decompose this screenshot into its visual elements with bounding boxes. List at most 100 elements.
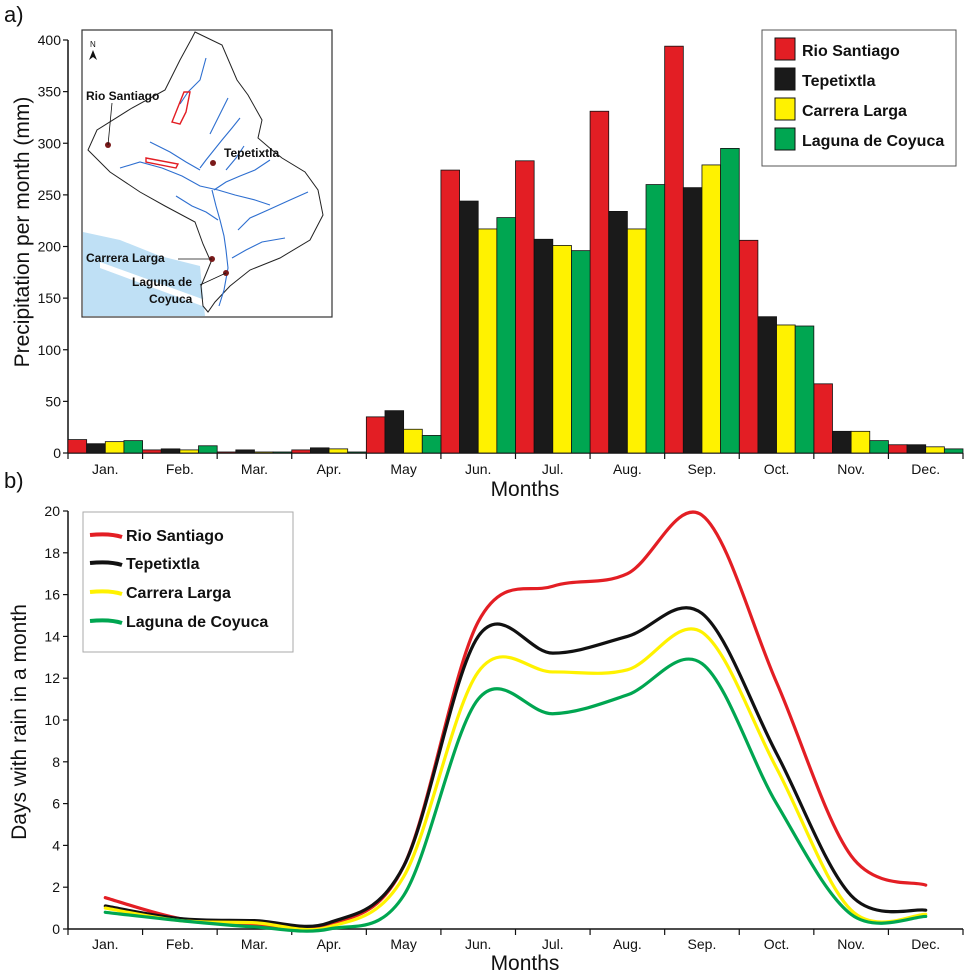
line-y-tick-label: 0 (52, 921, 60, 937)
bar-y-ticks: 0 50 100 150 200 250 300 350 400 (38, 32, 68, 461)
bar-y-tick-label: 250 (38, 187, 62, 203)
bar-laguna-de-coyuca-sep (720, 148, 740, 454)
line-laguna-de-coyuca (103, 657, 928, 933)
line-x-tick-label: Sep. (688, 936, 717, 952)
bar-carrera-larga-oct (776, 324, 796, 454)
bar-y-tick-label: 350 (38, 84, 62, 100)
bar-x-tick-label: Dec. (911, 461, 940, 477)
bar-y-tick-label: 50 (45, 393, 61, 409)
bar-tepetixtla-mar (235, 449, 255, 454)
legend-label-tepetixtla-b: Tepetixtla (126, 556, 200, 573)
line-carrera-larga (103, 627, 928, 932)
bar-tepetixtla-nov (832, 430, 852, 454)
map-label-rio-santiago: Rio Santiago (86, 89, 159, 103)
bar-carrera-larga-may (403, 428, 423, 454)
legend-swatch-tepetixtla (774, 67, 796, 91)
bar-laguna-de-coyuca-oct (794, 325, 815, 454)
bar-chart: 0 50 100 150 200 250 300 350 400 Jan. Feb. Mar. Apr… (11, 29, 964, 501)
bar-laguna-de-coyuca-apr (347, 451, 367, 454)
bar-carrera-larga-nov (850, 430, 871, 454)
bar-x-tick-label: Jun. (465, 461, 491, 477)
line-y-tick-label: 16 (44, 587, 60, 603)
legend-line-laguna-de-coyuca (89, 618, 123, 625)
line-y-tick-label: 8 (52, 754, 60, 770)
bar-rio-santiago-nov (813, 383, 833, 454)
bar-laguna-de-coyuca-nov (869, 440, 889, 454)
bar-tepetixtla-sep (682, 187, 703, 454)
panel-b-label: b) (4, 468, 24, 493)
bar-carrera-larga-jun (477, 228, 498, 454)
line-x-tick-label: Jan. (92, 936, 118, 952)
bar-carrera-larga-apr (328, 448, 349, 454)
bar-rio-santiago-may (365, 416, 386, 454)
bar-tepetixtla-dec (906, 444, 927, 454)
line-y-axis-title: Days with rain in a month (8, 604, 31, 840)
bar-tepetixtla-jul (533, 238, 554, 454)
legend-label-rio-santiago-b: Rio Santiago (126, 528, 224, 545)
line-y-tick-label: 6 (52, 796, 60, 812)
legend-line-tepetixtla (89, 560, 123, 567)
line-y-ticks: 0 2 4 6 8 10 12 14 16 18 20 (44, 503, 68, 937)
north-arrow-icon: N (89, 40, 97, 60)
bar-laguna-de-coyuca-dec (943, 448, 964, 454)
line-y-tick-label: 12 (44, 670, 60, 686)
map-label-coyuca: Coyuca (149, 292, 193, 306)
line-chart: 0 2 4 6 8 10 12 14 16 18 20 Jan. Feb. Mar. Apr. May Jun… (8, 503, 964, 974)
panel-a-label: a) (4, 2, 24, 27)
bar-y-tick-label: 0 (53, 445, 61, 461)
river-network (119, 57, 309, 307)
leader-line-laguna-de-coyuca (199, 272, 227, 286)
line-y-tick-label: 10 (44, 712, 60, 728)
bar-x-tick-label: Nov. (837, 461, 865, 477)
line-rio-santiago (103, 510, 928, 931)
bar-x-tick-label: Oct. (764, 461, 790, 477)
bar-y-tick-label: 100 (38, 342, 62, 358)
bar-x-tick-label: Jan. (92, 461, 118, 477)
bar-y-tick-label: 150 (38, 290, 62, 306)
line-x-tick-label: Jul. (542, 936, 564, 952)
bar-rio-santiago-sep (664, 45, 684, 454)
legend-label-laguna-de-coyuca: Laguna de Coyuca (802, 133, 944, 150)
legend-label-laguna-de-coyuca-b: Laguna de Coyuca (126, 614, 268, 631)
map-label-laguna-de: Laguna de (132, 275, 192, 289)
bar-laguna-de-coyuca-jul (571, 250, 591, 454)
bar-laguna-de-coyuca-mar (272, 451, 293, 454)
line-x-tick-label: Aug. (613, 936, 642, 952)
coast-sandbar (100, 262, 205, 307)
line-x-tick-label: Nov. (837, 936, 865, 952)
legend-swatch-laguna-de-coyuca (774, 127, 796, 151)
legend-label-tepetixtla: Tepetixtla (802, 73, 876, 90)
basin-boundary (87, 31, 324, 313)
line-x-tick-label: May (390, 936, 416, 952)
bar-y-tick-label: 200 (38, 239, 62, 255)
bar-rio-santiago-mar (216, 451, 237, 454)
line-x-tick-label: Oct. (764, 936, 790, 952)
map-label-carrera-larga: Carrera Larga (86, 251, 165, 265)
bar-rio-santiago-jul (515, 160, 535, 454)
bar-legend: Rio Santiago Tepetixtla Carrera Larga La… (761, 29, 957, 167)
legend-label-rio-santiago: Rio Santiago (802, 43, 900, 60)
legend-swatch-carrera-larga (774, 97, 796, 121)
bar-series (67, 45, 964, 454)
bar-carrera-larga-jul (552, 245, 572, 454)
line-x-ticks: Jan. Feb. Mar. Apr. May Jun. Jul. Aug. Sep. Oct. N… (67, 929, 964, 952)
line-x-tick-label: Feb. (166, 936, 194, 952)
bar-x-tick-label: Feb. (166, 461, 194, 477)
line-y-tick-label: 14 (44, 628, 60, 644)
bar-rio-santiago-dec (888, 444, 908, 454)
bar-x-tick-label: Jul. (542, 461, 564, 477)
bar-tepetixtla-jan (86, 443, 106, 454)
leader-line-rio-santiago (107, 102, 113, 146)
station-tepetixtla-marker (210, 160, 216, 166)
bar-x-ticks: Jan. Feb. Mar. Apr. May Jun. Jul. Aug. Sep. Oct. N… (67, 453, 964, 477)
bar-x-tick-label: May (390, 461, 416, 477)
legend-line-rio-santiago (89, 532, 123, 539)
legend-swatch-rio-santiago (774, 37, 796, 61)
bar-x-axis-title: Months (491, 478, 560, 501)
inset-map: N Rio Santiago Tepetixtla Carrera Larga … (81, 29, 333, 318)
bar-tepetixtla-aug (608, 210, 628, 454)
bar-carrera-larga-dec (925, 446, 945, 454)
bar-x-tick-label: Aug. (613, 461, 642, 477)
bar-laguna-de-coyuca-may (421, 435, 442, 454)
bar-x-tick-label: Mar. (241, 461, 268, 477)
